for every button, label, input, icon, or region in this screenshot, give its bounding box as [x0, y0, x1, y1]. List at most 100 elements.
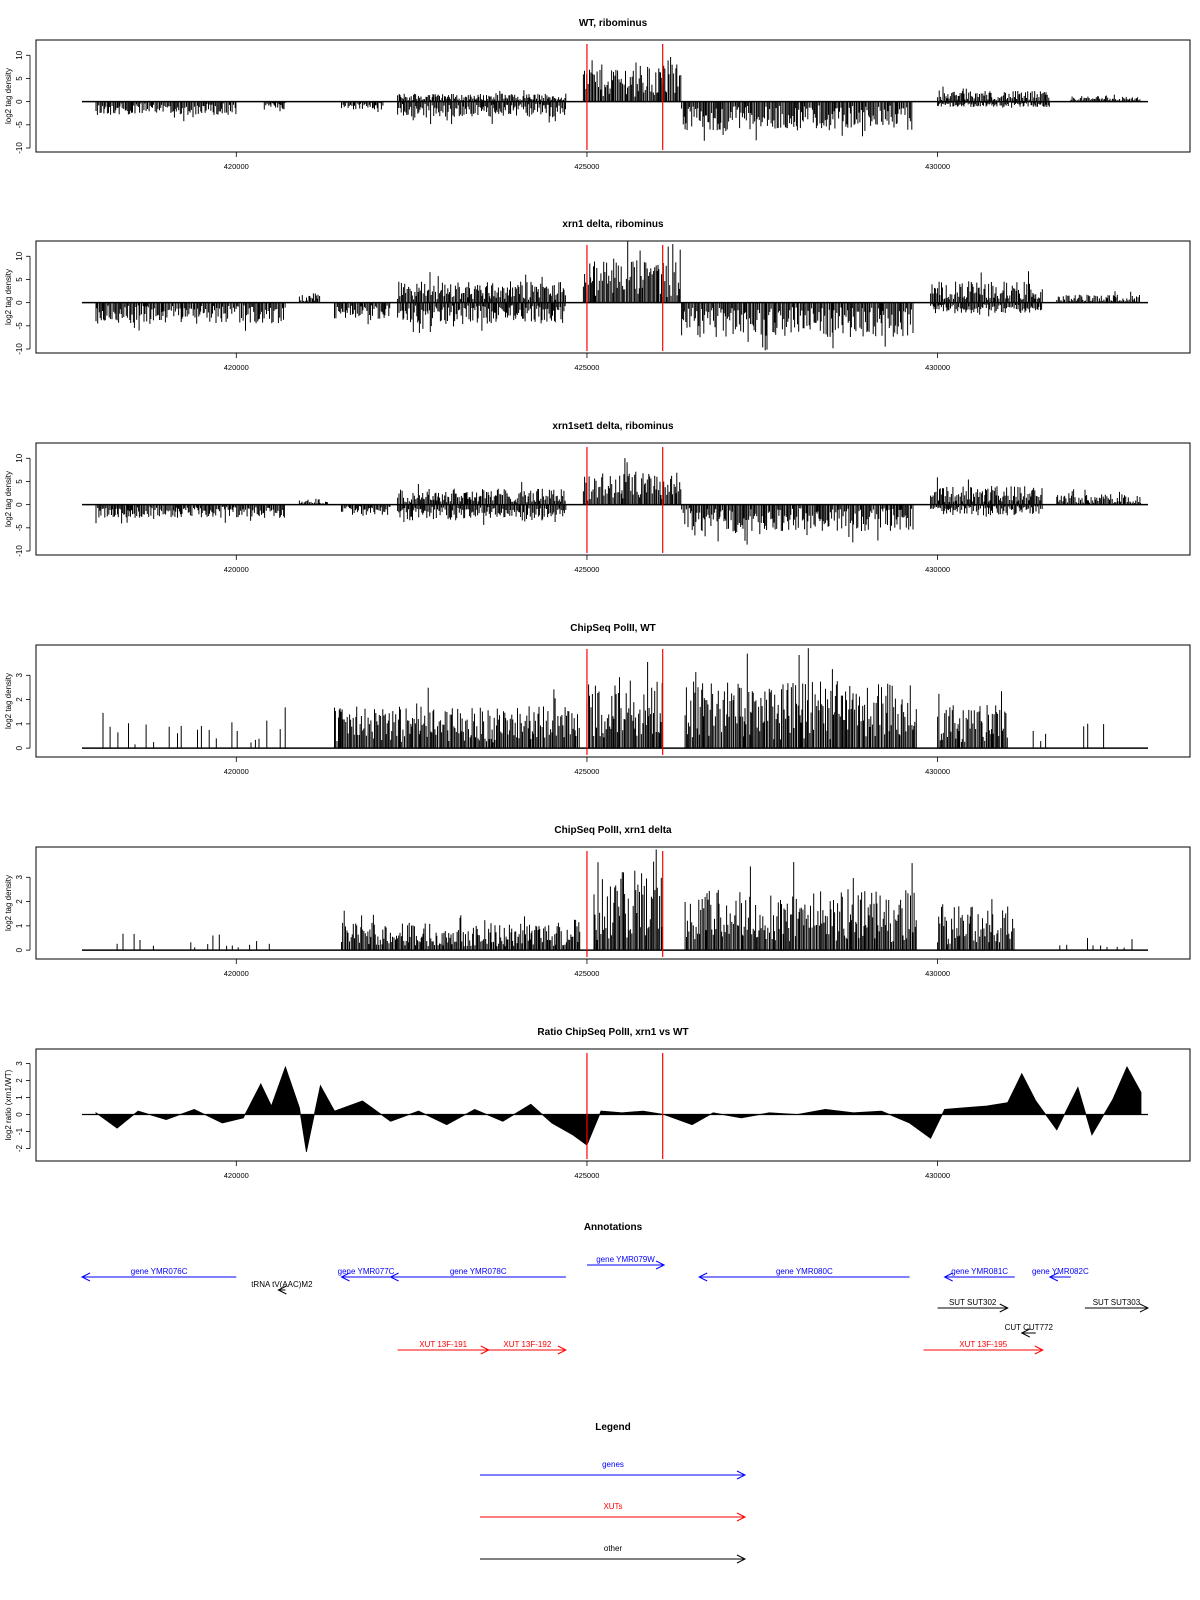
y-tick-label: 10: [15, 50, 24, 59]
bar-track: [116, 849, 1133, 951]
feature-label: gene YMR076C: [131, 1267, 188, 1276]
legend-arrow-other: [736, 1554, 747, 1564]
annotation-gene-ymr082c: gene YMR082C: [1032, 1267, 1089, 1282]
x-tick-label: 430000: [925, 1171, 950, 1180]
plot-frame: [35, 644, 1191, 758]
y-tick-label: 0: [15, 947, 24, 952]
y-tick-label: 0: [15, 1112, 24, 1117]
annotation-xut-13f-192: XUT 13F-192: [488, 1340, 568, 1355]
x-tick-label: 425000: [574, 767, 599, 776]
feature-label: gene YMR078C: [450, 1267, 507, 1276]
feature-arrow-head: [1048, 1272, 1059, 1282]
y-axis-label: log2 tag density: [4, 875, 13, 931]
annotation-cut-cut772: CUT CUT772: [1005, 1323, 1054, 1338]
panel-title: Ratio ChipSeq PolII, xrn1 vs WT: [537, 1027, 688, 1038]
x-tick-label: 430000: [925, 162, 950, 171]
annotation-gene-ymr076c: gene YMR076C: [80, 1267, 237, 1282]
y-tick-label: 0: [15, 502, 24, 507]
x-tick-label: 420000: [224, 162, 249, 171]
annotation-xut-13f-191: XUT 13F-191: [397, 1340, 490, 1355]
feature-label: XUT 13F-195: [959, 1340, 1007, 1349]
x-tick-label: 425000: [574, 565, 599, 574]
annotation-xut-13f-195: XUT 13F-195: [923, 1340, 1044, 1355]
y-tick-label: 5: [15, 479, 24, 484]
chart-panel-6: Ratio ChipSeq PolII, xrn1 vs WT -2 -1 0 1 2 3l…: [4, 1027, 1191, 1180]
y-tick-label: 5: [15, 277, 24, 282]
y-tick-label: 5: [15, 76, 24, 81]
feature-arrow-head: [277, 1285, 287, 1295]
annotation-gene-ymr079w: gene YMR079W: [586, 1255, 666, 1270]
bar-track: [95, 458, 1142, 545]
feature-label: gene YMR081C: [951, 1267, 1008, 1276]
y-tick-label: 1: [15, 1095, 24, 1100]
feature-arrow-head: [999, 1303, 1009, 1313]
plot-frame: [35, 39, 1191, 153]
bar-track: [95, 241, 1140, 351]
y-tick-label: -10: [15, 343, 24, 355]
x-tick-label: 420000: [224, 1171, 249, 1180]
y-tick-label: 2: [15, 1078, 24, 1083]
feature-arrow-head: [943, 1272, 953, 1282]
panel-title: ChipSeq PolII, WT: [570, 623, 656, 634]
y-tick-label: 10: [15, 453, 24, 462]
y-tick-label: 3: [15, 673, 24, 678]
feature-label: XUT 13F-192: [503, 1340, 551, 1349]
x-tick-label: 430000: [925, 363, 950, 372]
feature-label: gene YMR082C: [1032, 1267, 1089, 1276]
feature-arrow-head: [480, 1345, 490, 1355]
panel-title: xrn1set1 delta, ribominus: [552, 421, 674, 432]
legend-label-genes: genes: [602, 1460, 624, 1469]
y-axis-label: log2 ratio (xrn1/WT): [4, 1069, 13, 1140]
y-tick-label: -5: [15, 524, 24, 532]
feature-arrow-head: [389, 1272, 399, 1282]
legend-arrow-xuts: [736, 1512, 747, 1522]
legend: Legend genes XUTs other: [480, 1422, 747, 1564]
annotation-trna-tv-aac-m2: tRNA tV(AAC)M2: [251, 1280, 313, 1295]
y-axis-label: log2 tag density: [4, 471, 13, 527]
y-tick-label: -10: [15, 545, 24, 557]
feature-arrow-head: [1034, 1345, 1044, 1355]
x-tick-label: 425000: [574, 969, 599, 978]
feature-arrow-head: [557, 1345, 568, 1355]
feature-label: CUT CUT772: [1005, 1323, 1054, 1332]
feature-arrow-head: [340, 1272, 350, 1282]
ratio-area: [95, 1065, 1142, 1152]
annotation-gene-ymr081c: gene YMR081C: [943, 1267, 1015, 1282]
annotations-title: Annotations: [584, 1222, 643, 1233]
y-tick-label: 0: [15, 99, 24, 104]
y-tick-label: -5: [15, 121, 24, 129]
feature-arrow-head: [698, 1272, 708, 1282]
x-tick-label: 420000: [224, 363, 249, 372]
x-tick-label: 430000: [925, 565, 950, 574]
legend-label-other: other: [604, 1544, 623, 1553]
annotation-sut-sut303: SUT SUT303: [1084, 1298, 1150, 1313]
y-tick-label: -1: [15, 1127, 24, 1135]
y-tick-label: 3: [15, 875, 24, 880]
x-tick-label: 425000: [574, 1171, 599, 1180]
y-tick-label: -10: [15, 142, 24, 154]
y-axis-label: log2 tag density: [4, 68, 13, 124]
y-tick-label: -5: [15, 322, 24, 330]
feature-arrow-head: [1020, 1328, 1030, 1338]
y-tick-label: -2: [15, 1144, 24, 1152]
x-tick-label: 420000: [224, 565, 249, 574]
y-axis-label: log2 tag density: [4, 269, 13, 325]
plot-frame: [35, 442, 1191, 556]
annotations-track: Annotations gene YMR076C gene YMR077C gene …: [80, 1222, 1150, 1355]
y-tick-label: 0: [15, 745, 24, 750]
y-tick-label: 10: [15, 251, 24, 260]
feature-arrow-head: [80, 1272, 91, 1282]
x-tick-label: 430000: [925, 767, 950, 776]
annotation-sut-sut302: SUT SUT302: [937, 1298, 1009, 1313]
plot-frame: [35, 240, 1191, 354]
bar-track: [95, 57, 1141, 141]
feature-arrow-head: [655, 1260, 666, 1270]
feature-label: gene YMR080C: [776, 1267, 833, 1276]
y-tick-label: 3: [15, 1061, 24, 1066]
y-axis-label: log2 tag density: [4, 673, 13, 729]
y-tick-label: 1: [15, 721, 24, 726]
panel-title: ChipSeq PolII, xrn1 delta: [554, 825, 672, 836]
